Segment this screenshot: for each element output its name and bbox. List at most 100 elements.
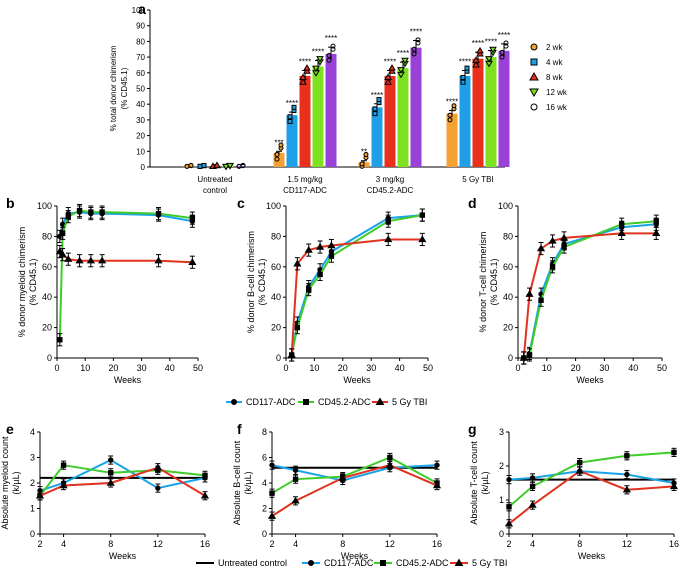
x-tick-label-d: 10: [542, 363, 552, 373]
bar: [371, 107, 383, 167]
data-point: [184, 163, 190, 169]
data-point: [415, 40, 421, 46]
significance-label: ****: [485, 38, 497, 47]
legend-label: 2 wk: [546, 43, 563, 52]
y-tick-label-a: 0: [141, 163, 146, 172]
y-axis-label-e: Absolute myeloid count: [0, 436, 10, 530]
x-tick-label-b: 0: [54, 363, 59, 373]
data-point: [59, 481, 68, 489]
data-point: [376, 96, 382, 102]
y-tick-label-b: 0: [47, 353, 52, 363]
data-point: [472, 60, 480, 68]
legend-a: 2 wk 4 wk 8 wk 12 wk 16 wk: [529, 43, 568, 112]
data-point: [154, 256, 163, 264]
data-point: [326, 57, 332, 63]
data-point: [88, 209, 94, 215]
legend-label: CD117-ADC: [246, 397, 296, 407]
data-point: [485, 56, 493, 63]
data-point: [652, 229, 661, 237]
x-tick-label-b: 50: [193, 363, 203, 373]
x-tick-label-c: 30: [366, 363, 376, 373]
y-axis-label-f: Absolute B-cell count: [232, 440, 242, 525]
data-point: [411, 51, 417, 57]
bar: [397, 68, 409, 167]
significance-label: ****: [446, 97, 458, 106]
data-point: [269, 462, 275, 468]
legend-marker: [308, 560, 314, 566]
x-axis-label-g: Weeks: [578, 551, 606, 561]
legend-marker: [375, 397, 385, 405]
panel-label-e: e: [6, 421, 14, 437]
data-point: [99, 209, 105, 215]
x-axis-label-c: Weeks: [343, 375, 371, 385]
legend-marker: [529, 88, 539, 98]
y-axis-label2-e: (k/µL): [11, 471, 21, 494]
x-tick-label-f: 4: [293, 539, 298, 549]
significance-label: ****: [299, 57, 311, 66]
y-axis-label-d: % donor T-cell chimerism: [478, 232, 488, 333]
significance-label: **: [361, 148, 367, 157]
y-axis-label-g: Absolute T-cell count: [469, 441, 479, 525]
data-point: [432, 481, 442, 489]
x-tick-label-e: 4: [61, 539, 66, 549]
x-tick-label-g: 12: [622, 539, 632, 549]
data-point: [64, 255, 73, 262]
panel-label-a: a: [138, 1, 146, 17]
x-axis-label-f: Weeks: [341, 551, 369, 561]
data-point: [327, 241, 336, 249]
panel-c: c 0 20 40 60 80 100 0 10 20 30 40 50 Weeks % donor B-c…: [237, 195, 433, 385]
x-tick-label-e: 8: [108, 539, 113, 549]
y-tick-label-f: 8: [262, 427, 267, 437]
y-tick-label-b: 100: [37, 201, 52, 211]
data-point: [384, 78, 392, 85]
data-point: [222, 163, 230, 171]
x-tick-label-e: 12: [153, 539, 163, 549]
y-tick-label-c: 60: [271, 262, 281, 272]
data-point: [506, 476, 512, 483]
data-point: [451, 103, 457, 109]
data-point: [200, 491, 210, 499]
panel-label-f: f: [237, 421, 242, 437]
x-tick-label-g: 4: [530, 539, 535, 549]
bar: [312, 66, 324, 167]
data-point: [291, 496, 300, 504]
data-point: [363, 151, 369, 157]
data-point: [476, 46, 484, 54]
y-tick-label-b: 80: [42, 231, 52, 241]
data-point: [76, 207, 83, 214]
y-tick-label-c: 100: [266, 201, 281, 211]
data-point: [499, 49, 505, 55]
category-label-a: CD117-ADC: [283, 186, 327, 195]
x-tick-label-e: 16: [200, 539, 210, 549]
data-point: [240, 162, 246, 168]
significance-label: ****: [472, 39, 484, 48]
data-point: [472, 56, 480, 63]
data-point: [274, 151, 280, 157]
y-tick-label-d: 0: [508, 353, 513, 363]
y-tick-label-c: 80: [271, 231, 281, 241]
data-point: [669, 482, 679, 490]
data-point: [388, 67, 396, 74]
data-point: [622, 485, 631, 493]
data-point: [624, 471, 630, 478]
x-tick-label-c: 20: [338, 363, 348, 373]
data-point: [226, 162, 234, 170]
legend-bottom: Untreated control CD117-ADC CD45.2-ADC 5 Gy…: [196, 558, 507, 568]
x-tick-label-d: 0: [515, 363, 520, 373]
data-point: [188, 258, 197, 265]
data-point: [671, 449, 677, 456]
data-point: [328, 253, 335, 259]
data-point: [35, 491, 45, 499]
data-point: [529, 475, 536, 481]
y-axis-label2-b: (% CD45.1): [28, 258, 38, 305]
y-tick-label-a: 80: [136, 37, 145, 46]
x-tick-label-f: 8: [340, 539, 345, 549]
data-point: [75, 256, 84, 264]
data-point: [57, 337, 63, 343]
bar: [410, 47, 422, 167]
y-axis-label-c: % donor B-cell chimerism: [246, 231, 256, 333]
y-tick-label-c: 0: [276, 353, 281, 363]
data-point: [384, 73, 392, 81]
